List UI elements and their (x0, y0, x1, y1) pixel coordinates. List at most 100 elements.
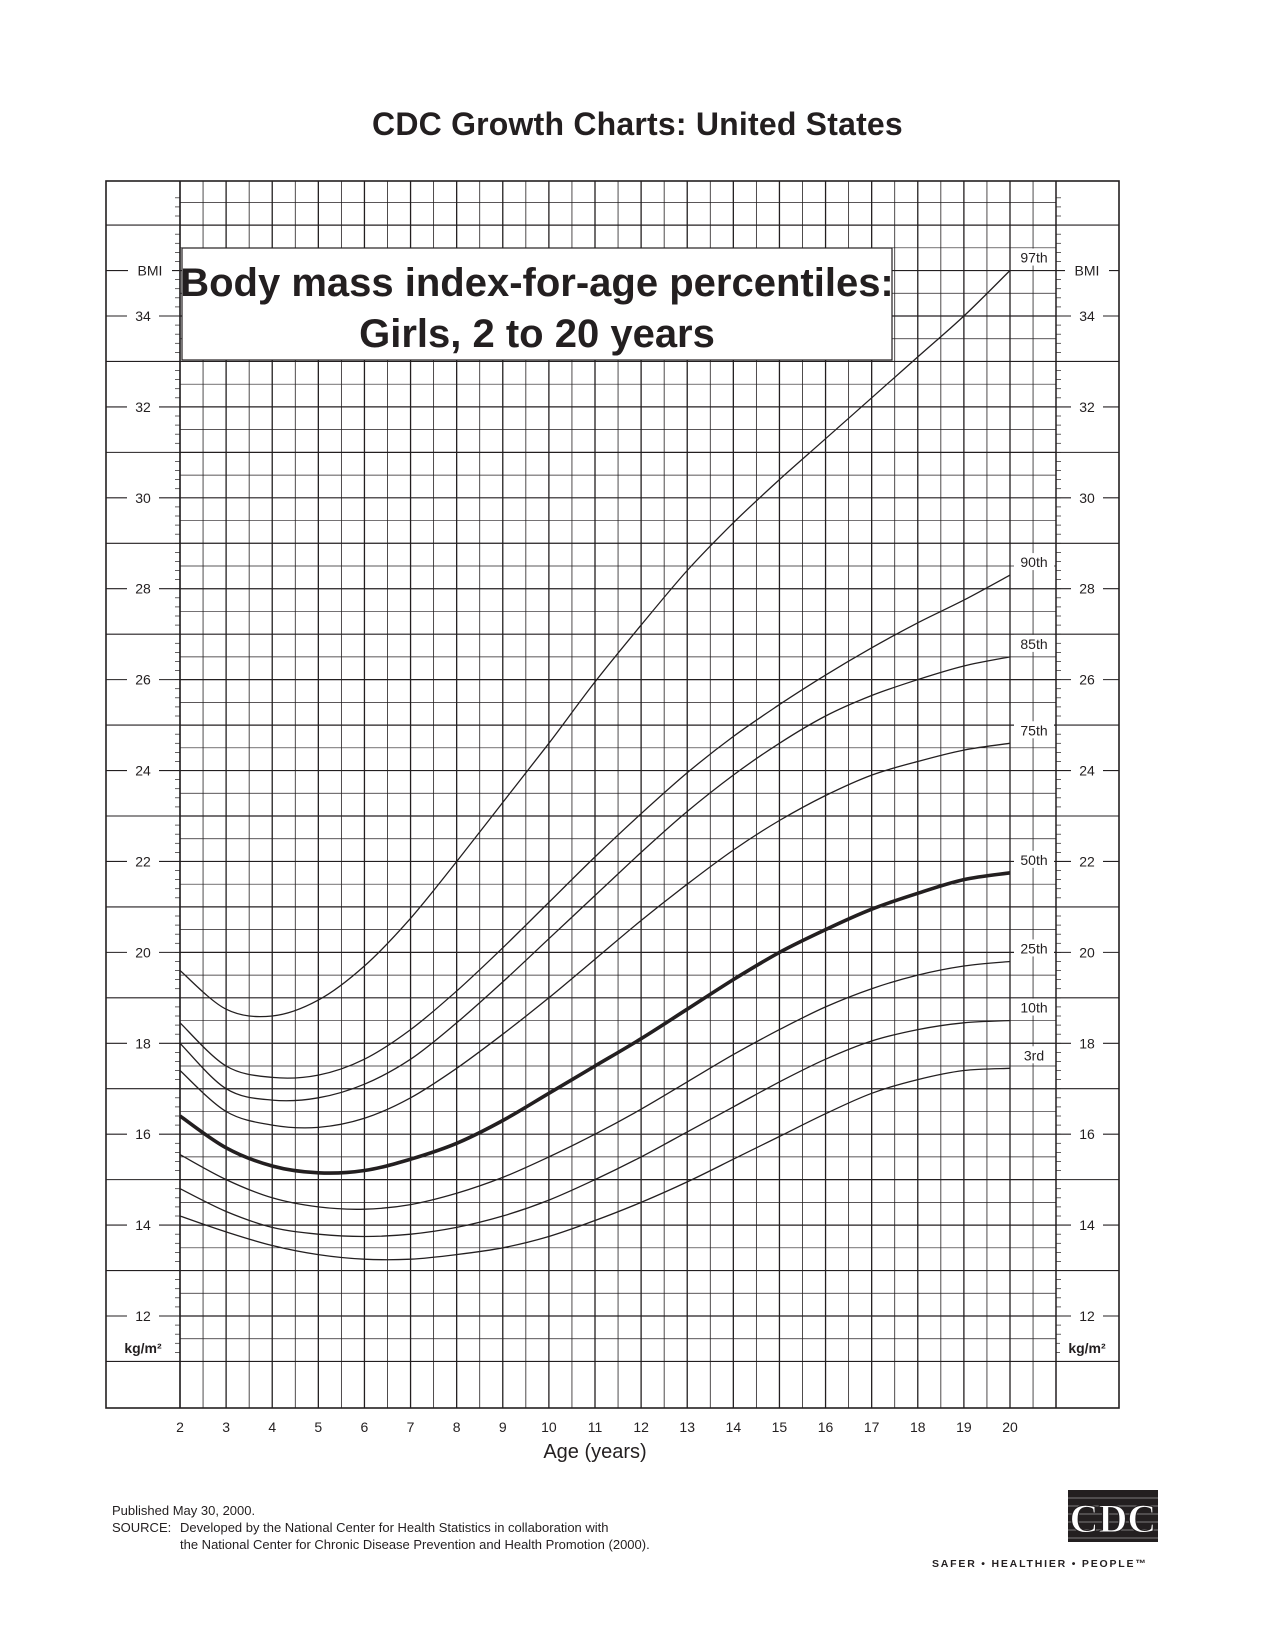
y-tick-label-left: 24 (135, 763, 151, 779)
series-label-50th: 50th (1020, 852, 1047, 868)
tick-label-bg (1071, 488, 1103, 507)
series-line-97th (179, 270, 1011, 1018)
y-tick-label-left: 30 (135, 490, 151, 506)
series-line-50th (178, 871, 1011, 1175)
y-tick-label-left: 14 (135, 1217, 151, 1233)
x-tick-label: 12 (633, 1419, 649, 1435)
source-line2: the National Center for Chronic Disease … (180, 1537, 650, 1552)
tick-label-bg (127, 670, 159, 689)
tick-label-bg (127, 1216, 159, 1235)
yunit-left: kg/m² (124, 1340, 162, 1356)
tick-label-bg (127, 1125, 159, 1144)
y-tick-label-right: 30 (1079, 490, 1095, 506)
x-tick-label: 15 (772, 1419, 788, 1435)
y-tick-label-left: 32 (135, 399, 151, 415)
series-label-bg (1014, 721, 1054, 739)
chart-title-line2: Girls, 2 to 20 years (359, 312, 715, 356)
yunit-bg (1060, 1337, 1114, 1358)
y-tick-label-right: 26 (1079, 672, 1095, 688)
y-tick-label-left: 20 (135, 944, 151, 960)
x-tick-label: 5 (314, 1419, 322, 1435)
x-tick-label: 10 (541, 1419, 557, 1435)
ylabel-right: BMI (1075, 263, 1100, 279)
series-label-bg (1014, 939, 1054, 957)
x-tick-label: 13 (679, 1419, 695, 1435)
series-labels: 3rd 10th 25th 50th 75th 85th 90th 97th (1014, 248, 1054, 1064)
cdc-tagline: SAFER • HEALTHIER • PEOPLE™ (932, 1558, 1148, 1570)
x-tick-label: 7 (407, 1419, 415, 1435)
y-tick-label-left: 26 (135, 672, 151, 688)
tick-label-bg (127, 307, 159, 325)
x-tick-label: 3 (222, 1419, 230, 1435)
y-tick-label-right: 18 (1079, 1035, 1095, 1051)
y-tick-label-right: 28 (1079, 581, 1095, 597)
series-line-25th (179, 960, 1011, 1210)
source-row: SOURCE: Developed by the National Center… (112, 1519, 650, 1536)
series-line-90th (179, 574, 1011, 1079)
chart-grid (106, 181, 1119, 1408)
tick-label-bg (127, 943, 159, 962)
y-tick-label-right: 14 (1079, 1217, 1095, 1233)
series-label-3rd: 3rd (1024, 1047, 1044, 1063)
tick-label-bg (1071, 307, 1103, 325)
tick-label-bg (1071, 1125, 1103, 1144)
series-label-bg (1014, 850, 1054, 868)
y-tick-label-left: 34 (135, 308, 151, 324)
tick-label-bg (127, 1034, 159, 1053)
tick-label-bg (127, 852, 159, 871)
ylabel-bg (1065, 261, 1109, 280)
x-tick-label: 20 (1002, 1419, 1018, 1435)
tick-label-bg (127, 1307, 159, 1325)
x-tick-label: 14 (726, 1419, 742, 1435)
page-title: CDC Growth Charts: United States (372, 106, 903, 142)
ylabel-left: BMI (138, 263, 163, 279)
y-tick-label-right: 32 (1079, 399, 1095, 415)
source-label: SOURCE: (112, 1520, 172, 1535)
series-line-85th (179, 656, 1011, 1102)
tick-label-bg (1071, 852, 1103, 871)
series-label-10th: 10th (1020, 1000, 1047, 1016)
x-tick-label: 19 (956, 1419, 972, 1435)
tick-label-bg (1071, 761, 1103, 780)
series-label-bg (1014, 553, 1054, 571)
cdc-logo: CDC (1068, 1490, 1158, 1542)
chart-title-line1: Body mass index-for-age percentiles: (180, 261, 894, 305)
tick-label-bg (127, 488, 159, 507)
tick-label-bg (1071, 943, 1103, 962)
series-label-bg (1014, 248, 1054, 266)
chart-frame (105, 180, 1120, 1409)
tick-label-bg (127, 579, 159, 598)
tick-label-bg (1071, 1307, 1103, 1325)
tick-label-bg (1071, 1216, 1103, 1235)
ylabel-bg (128, 261, 172, 280)
y-tick-label-right: 34 (1079, 308, 1095, 324)
series-label-25th: 25th (1020, 940, 1047, 956)
series-label-75th: 75th (1020, 722, 1047, 738)
x-tick-label: 17 (864, 1419, 880, 1435)
chart-title-box (181, 247, 893, 361)
y-tick-label-right: 22 (1079, 853, 1095, 869)
source-line1: Developed by the National Center for Hea… (180, 1520, 609, 1535)
tick-label-bg (1071, 670, 1103, 689)
x-tick-label: 16 (818, 1419, 834, 1435)
y-tick-label-right: 12 (1079, 1308, 1095, 1324)
tick-label-bg (127, 397, 159, 416)
x-tick-label: 9 (499, 1419, 507, 1435)
published-date: Published May 30, 2000. (112, 1503, 256, 1518)
y-tick-label-right: 24 (1079, 763, 1095, 779)
yunit-right: kg/m² (1068, 1340, 1106, 1356)
x-tick-label: 8 (453, 1419, 461, 1435)
series-line-3rd (179, 1067, 1011, 1261)
y-tick-label-left: 28 (135, 581, 151, 597)
series-label-bg (1014, 1046, 1054, 1064)
x-tick-label: 6 (361, 1419, 369, 1435)
y-tick-label-right: 20 (1079, 944, 1095, 960)
cdc-logo-text: CDC (1070, 1496, 1157, 1541)
tick-label-bg (1071, 1034, 1103, 1053)
x-tick-label: 11 (588, 1419, 603, 1435)
tick-label-bg (1071, 397, 1103, 416)
series-line-75th (179, 742, 1011, 1129)
y-tick-label-left: 22 (135, 853, 151, 869)
